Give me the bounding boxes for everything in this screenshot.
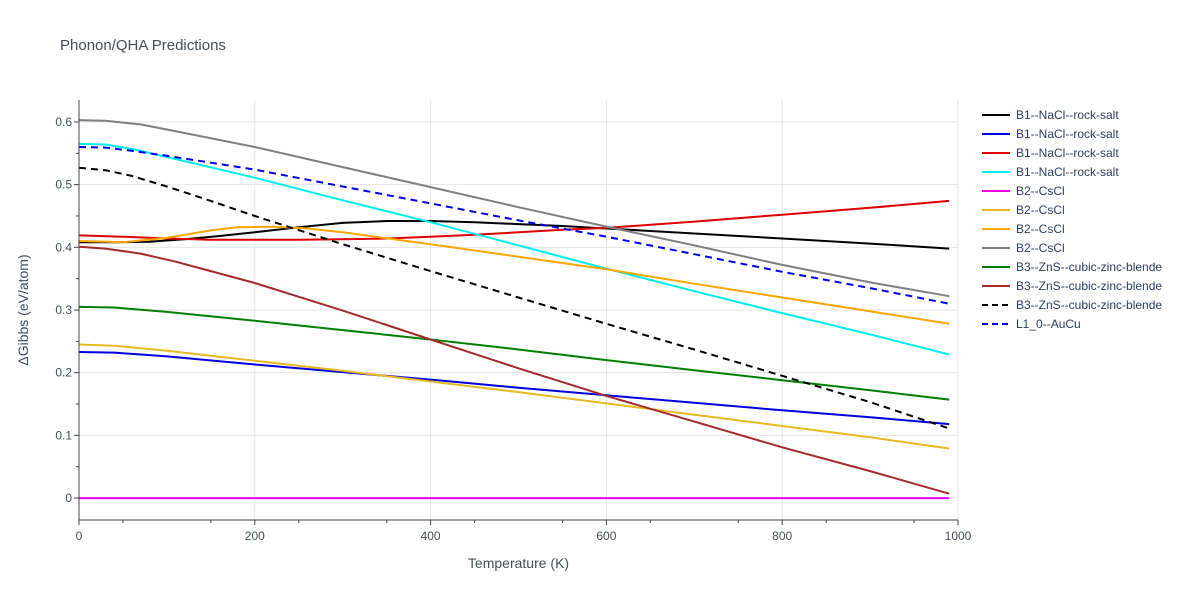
legend-label: B1--NaCl--rock-salt <box>1016 127 1119 141</box>
x-tick-label: 400 <box>421 529 441 543</box>
legend-label: B1--NaCl--rock-salt <box>1016 108 1119 122</box>
legend-label: B2--CsCl <box>1016 241 1065 255</box>
legend-item[interactable]: B1--NaCl--rock-salt <box>982 146 1119 160</box>
series-line <box>78 119 950 298</box>
legend-item[interactable]: B2--CsCl <box>982 222 1065 236</box>
y-axis-title: ΔGibbs (eV/atom) <box>15 254 31 365</box>
legend-item[interactable]: B3--ZnS--cubic-zinc-blende <box>982 279 1162 293</box>
series-line <box>78 146 950 305</box>
legend-label: B3--ZnS--cubic-zinc-blende <box>1016 298 1162 312</box>
legend-item[interactable]: B1--NaCl--rock-salt <box>982 108 1119 122</box>
series-line <box>78 343 950 450</box>
x-tick-label: 600 <box>596 529 616 543</box>
series-line <box>78 305 950 401</box>
legend-item[interactable]: B2--CsCl <box>982 203 1065 217</box>
legend-label: B2--CsCl <box>1016 222 1065 236</box>
legend-label: L1_0--AuCu <box>1016 317 1081 331</box>
x-tick-label: 1000 <box>945 529 972 543</box>
axes: 0 200 400 600 800 1000 0 0.1 0.2 0.3 0.4 0.5 0.6 <box>55 100 972 543</box>
y-tick-label: 0.2 <box>55 366 72 380</box>
legend-label: B2--CsCl <box>1016 184 1065 198</box>
legend-item[interactable]: B2--CsCl <box>982 241 1065 255</box>
legend-label: B1--NaCl--rock-salt <box>1016 146 1119 160</box>
series-line <box>78 245 950 495</box>
legend[interactable]: B1--NaCl--rock-salt B1--NaCl--rock-salt B1… <box>982 108 1162 331</box>
y-tick-label: 0.4 <box>55 240 72 254</box>
x-tick-label: 0 <box>76 529 83 543</box>
series-line <box>78 351 950 426</box>
legend-item[interactable]: B3--ZnS--cubic-zinc-blende <box>982 298 1162 312</box>
legend-item[interactable]: B3--ZnS--cubic-zinc-blende <box>982 260 1162 274</box>
x-axis-title: Temperature (K) <box>468 555 569 571</box>
y-tick-label: 0.5 <box>55 178 72 192</box>
x-tick-label: 200 <box>245 529 265 543</box>
legend-item[interactable]: B2--CsCl <box>982 184 1065 198</box>
y-tick-label: 0 <box>65 491 72 505</box>
legend-item[interactable]: B1--NaCl--rock-salt <box>982 127 1119 141</box>
legend-label: B3--ZnS--cubic-zinc-blende <box>1016 279 1162 293</box>
legend-item[interactable]: B1--NaCl--rock-salt <box>982 165 1119 179</box>
legend-label: B1--NaCl--rock-salt <box>1016 165 1119 179</box>
x-tick-label: 800 <box>772 529 792 543</box>
legend-label: B2--CsCl <box>1016 203 1065 217</box>
y-tick-label: 0.3 <box>55 303 72 317</box>
legend-label: B3--ZnS--cubic-zinc-blende <box>1016 260 1162 274</box>
series-line <box>78 199 950 241</box>
plot-area <box>78 119 950 500</box>
legend-item[interactable]: L1_0--AuCu <box>982 317 1081 331</box>
y-tick-label: 0.1 <box>55 428 72 442</box>
chart-title: Phonon/QHA Predictions <box>60 37 226 54</box>
series-line <box>78 142 950 356</box>
y-tick-label: 0.6 <box>55 115 72 129</box>
series-line <box>78 225 950 325</box>
